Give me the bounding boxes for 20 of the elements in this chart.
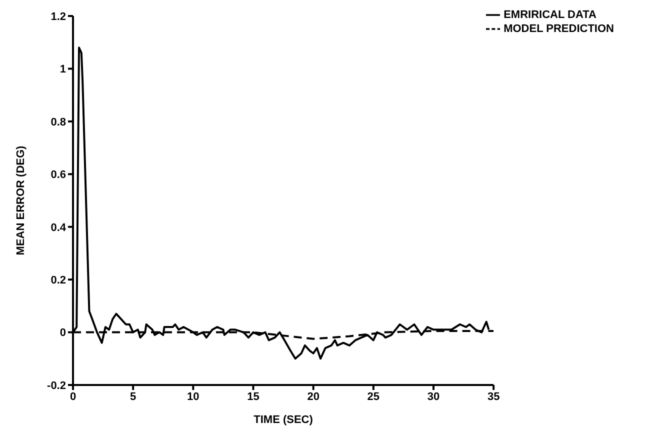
x-tick-label: 15 xyxy=(247,390,260,403)
x-tick-label: 20 xyxy=(307,390,320,403)
x-axis-title: TIME (SEC) xyxy=(254,414,314,426)
y-tick-label: 0.4 xyxy=(50,222,67,234)
y-tick-label: 0.6 xyxy=(50,169,66,182)
x-tick-label: 10 xyxy=(187,390,200,403)
y-axis-title: MEAN ERROR (DEG) xyxy=(14,145,27,256)
y-tick-label: -0.2 xyxy=(47,380,66,392)
y-tick-label: 0.8 xyxy=(50,116,66,128)
x-tick-label: 5 xyxy=(130,390,136,403)
legend-label: MODEL PREDICTION xyxy=(504,22,614,35)
x-tick-label: 0 xyxy=(70,390,76,403)
x-tick-label: 25 xyxy=(367,390,380,403)
y-tick-label: 0.2 xyxy=(50,274,66,286)
y-tick-label: 1 xyxy=(60,64,66,76)
y-tick-label: 0 xyxy=(60,327,66,340)
y-tick-label: 1.2 xyxy=(50,10,66,23)
x-tick-label: 35 xyxy=(487,390,500,403)
x-tick-label: 30 xyxy=(427,390,440,403)
legend-label: EMRIRICAL DATA xyxy=(504,8,596,21)
